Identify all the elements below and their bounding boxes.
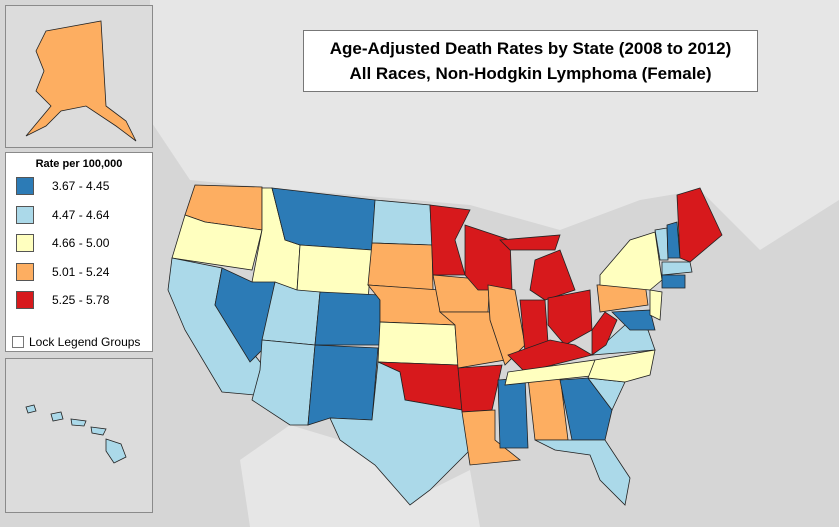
legend-item[interactable]: 5.25 - 5.78 <box>16 291 109 309</box>
lock-label: Lock Legend Groups <box>29 335 141 349</box>
title-line: All Races, Non-Hodgkin Lymphoma (Female) <box>349 64 712 83</box>
state[interactable] <box>587 349 656 383</box>
state[interactable] <box>559 377 613 441</box>
state[interactable] <box>676 187 723 263</box>
state[interactable] <box>497 377 529 449</box>
state[interactable] <box>464 224 513 291</box>
state[interactable] <box>70 418 87 427</box>
state[interactable] <box>367 242 434 291</box>
checkbox[interactable] <box>12 336 24 348</box>
alaska-inset <box>5 5 153 148</box>
state[interactable] <box>307 344 379 426</box>
state[interactable] <box>271 187 376 251</box>
alaska-map <box>25 20 137 142</box>
state[interactable] <box>429 204 471 276</box>
legend-item[interactable]: 5.01 - 5.24 <box>16 262 110 281</box>
state[interactable] <box>599 231 663 291</box>
state[interactable] <box>377 321 459 366</box>
state[interactable] <box>499 234 561 251</box>
state[interactable] <box>591 311 618 356</box>
state[interactable] <box>461 409 522 466</box>
mexico-land <box>240 425 480 527</box>
states <box>167 184 723 506</box>
state[interactable] <box>90 426 107 436</box>
legend-title: Rate per 100,000 <box>35 158 123 170</box>
state[interactable] <box>251 339 316 426</box>
map-title: Age-Adjusted Death Rates by State (2008 … <box>303 30 758 92</box>
state[interactable] <box>547 289 593 346</box>
legend-swatch <box>16 205 34 224</box>
state[interactable] <box>329 361 471 506</box>
legend-item[interactable]: 4.47 - 4.64 <box>16 205 110 224</box>
hawaii-map <box>25 404 127 464</box>
legend: Rate per 100,000 3.67 - 4.45 4.47 - 4.64 4… <box>5 152 153 352</box>
state[interactable] <box>611 309 656 331</box>
legend-item[interactable]: 3.67 - 4.45 <box>16 177 109 195</box>
legend-swatch <box>16 291 34 309</box>
legend-label: 3.67 - 4.45 <box>52 179 110 193</box>
state[interactable] <box>529 249 576 301</box>
legend-item[interactable]: 4.66 - 5.00 <box>16 234 109 252</box>
state[interactable] <box>666 221 681 259</box>
legend-label: 4.66 - 5.00 <box>52 236 110 250</box>
state[interactable] <box>661 261 693 276</box>
legend-swatch <box>16 177 34 195</box>
state[interactable] <box>649 289 663 321</box>
state[interactable] <box>171 214 263 271</box>
legend-label: 5.01 - 5.24 <box>52 264 110 279</box>
hawaii-inset <box>5 358 153 513</box>
lock-legend-groups[interactable]: Lock Legend Groups <box>12 335 140 349</box>
state[interactable] <box>25 404 37 414</box>
state[interactable] <box>314 291 381 346</box>
state[interactable] <box>457 364 503 413</box>
legend-swatch <box>16 262 34 281</box>
state[interactable] <box>25 20 137 142</box>
state[interactable] <box>534 439 631 506</box>
state[interactable] <box>654 227 669 261</box>
legend-label: 4.47 - 4.64 <box>52 207 110 222</box>
legend-label: 5.25 - 5.78 <box>52 293 110 307</box>
title-line: Age-Adjusted Death Rates by State (2008 … <box>329 39 732 58</box>
state[interactable] <box>507 339 594 373</box>
state[interactable] <box>438 311 506 369</box>
state[interactable] <box>371 199 433 246</box>
legend-swatch <box>16 234 34 252</box>
state[interactable] <box>661 274 686 289</box>
state[interactable] <box>105 438 127 464</box>
state[interactable] <box>50 411 64 422</box>
